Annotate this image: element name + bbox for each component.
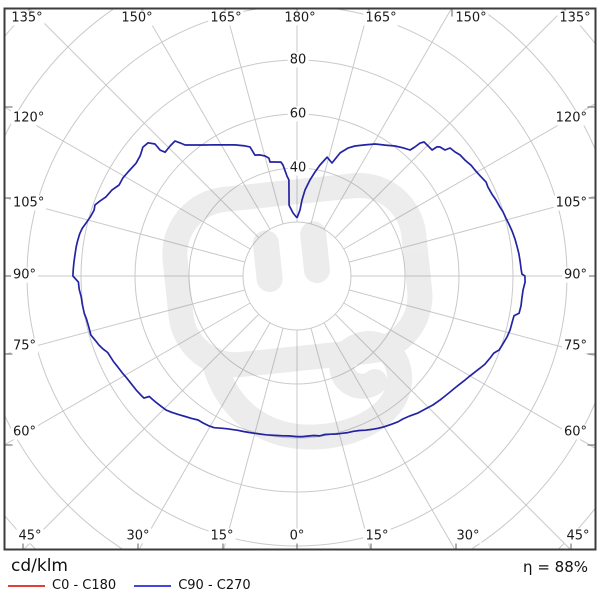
intensity-curve-layer [72,140,526,438]
angle-label-right: 120° [553,110,589,126]
grid-spoke [310,328,371,549]
angle-label-bottom: 45° [564,528,592,544]
angle-label-right: 75° [561,338,589,354]
radial-value-label: 80 [287,52,309,68]
angle-label-bottom: 30° [454,528,482,544]
grid-spoke [323,9,452,230]
legend-label-c0-c180: C0 - C180 [52,578,117,593]
angle-label-left: 90° [11,267,39,283]
angle-label-bottom: 15° [208,528,236,544]
grid-spoke [334,9,565,239]
grid-spoke [23,313,260,549]
chart-border [3,7,597,551]
angle-label-bottom: 15° [363,528,391,544]
watermark-prong-right [300,221,330,284]
radial-value-label: 40 [287,160,309,176]
angle-label-top: 165° [208,10,244,26]
grid-spoke [29,9,260,239]
watermark-cord [201,331,413,450]
grid-spoke [5,289,245,355]
radial-value-label: 60 [287,106,309,122]
angle-label-top: 135° [557,10,593,26]
grid-spoke [5,197,245,263]
grid-spoke [310,9,369,224]
angle-label-bottom: 0° [287,528,307,544]
angle-label-left: 105° [11,195,47,211]
angle-label-right: 105° [553,195,589,211]
legend-item-c90-c270: C90 - C270 [134,578,251,593]
curve-c90-c270 [72,140,526,438]
angle-label-right: 90° [561,267,589,283]
angle-label-top: 180° [282,10,318,26]
legend-item-c0-c180: C0 - C180 [8,578,116,593]
legend-label-c90-c270: C90 - C270 [178,578,251,593]
angle-label-left: 75° [11,338,39,354]
angle-label-top: 165° [363,10,399,26]
legend: C0 - C180 C90 - C270 [8,578,251,593]
angle-label-bottom: 30° [124,528,152,544]
grid-spoke [225,9,284,224]
grid-spoke [349,195,595,263]
angle-label-top: 150° [119,10,155,26]
angle-label-left: 120° [11,110,47,126]
angle-label-right: 60° [561,424,589,440]
grid-spoke [349,289,595,357]
angle-label-top: 150° [453,10,489,26]
legend-line-red [8,584,45,587]
light-output-ratio-label: η = 88% [523,558,588,576]
grid-spoke [323,322,455,549]
radial-unit-label: cd/klm [11,556,68,576]
watermark-prong-left [252,230,283,293]
angle-label-left: 60° [11,424,39,440]
grid-spoke [223,328,284,549]
grid-spoke [142,9,271,230]
grid-spoke [334,313,571,549]
legend-line-blue [134,584,172,587]
brand-watermark-logo [162,172,433,450]
angle-label-bottom: 45° [16,528,44,544]
angle-label-top: 135° [9,10,45,26]
